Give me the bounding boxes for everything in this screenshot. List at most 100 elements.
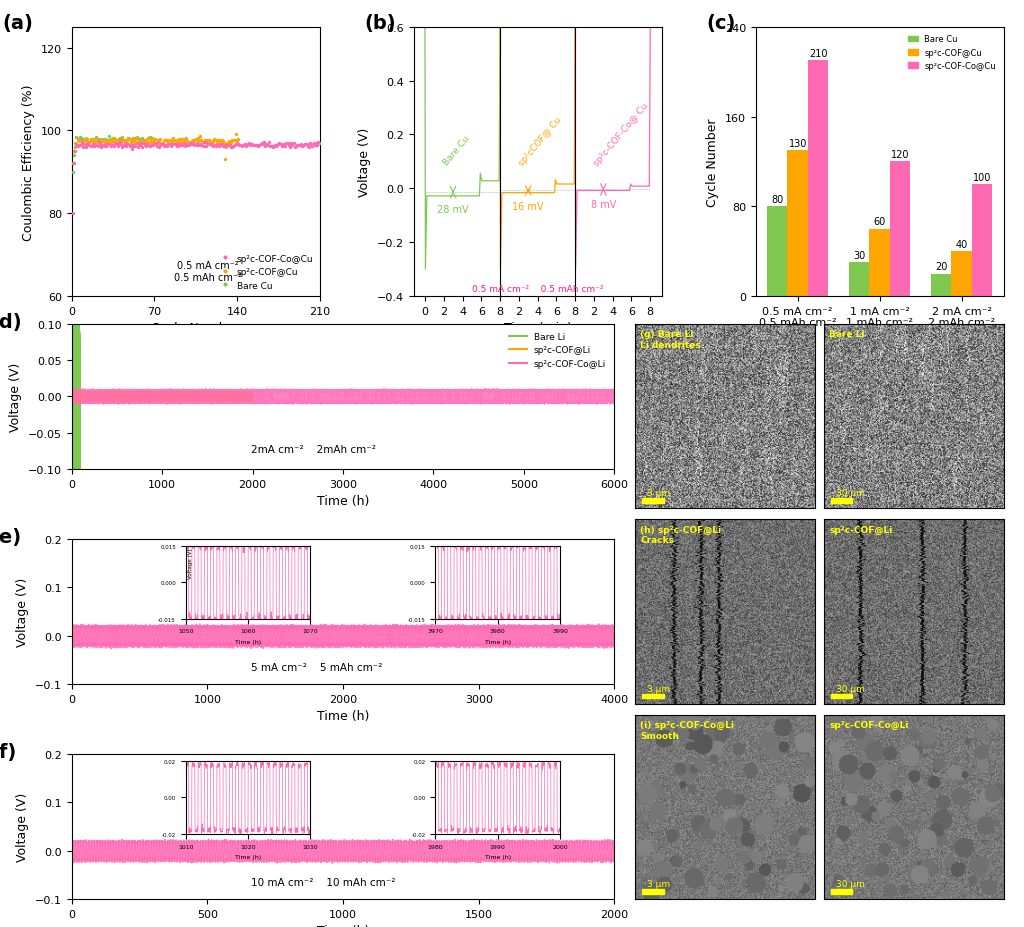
- Point: [126, 138, 142, 153]
- Point: [79, 135, 95, 150]
- Point: [163, 139, 179, 154]
- Point: [86, 134, 102, 149]
- Point: [86, 139, 102, 154]
- Point: [282, 140, 298, 155]
- Text: (f): (f): [0, 743, 16, 761]
- Point: [72, 131, 88, 146]
- Point: [281, 139, 297, 154]
- Point: [124, 142, 140, 157]
- Point: [280, 137, 296, 152]
- Point: [201, 133, 217, 148]
- Point: [136, 136, 153, 151]
- Point: [100, 133, 117, 148]
- Point: [119, 138, 135, 153]
- Point: [111, 137, 127, 152]
- Point: [134, 140, 151, 155]
- Point: [123, 136, 139, 151]
- Point: [76, 132, 92, 146]
- Point: [254, 136, 270, 151]
- Point: [140, 132, 157, 146]
- Point: [109, 136, 125, 151]
- Point: [233, 139, 250, 154]
- Text: 0.5 mA cm⁻²
0.5 mAh cm⁻²: 0.5 mA cm⁻² 0.5 mAh cm⁻²: [174, 260, 242, 283]
- Point: [133, 135, 150, 150]
- X-axis label: Cycle Number: Cycle Number: [152, 322, 240, 335]
- Text: 30 μm: 30 μm: [837, 489, 865, 498]
- Text: sp²c-COF-Co@ Cu: sp²c-COF-Co@ Cu: [592, 101, 650, 168]
- Point: [72, 139, 88, 154]
- Point: [78, 133, 94, 148]
- Point: [213, 133, 229, 148]
- Point: [81, 135, 97, 150]
- Point: [159, 139, 175, 154]
- Point: [82, 133, 98, 147]
- Point: [205, 134, 221, 149]
- Point: [257, 139, 273, 154]
- Point: [169, 133, 185, 148]
- Point: [140, 132, 157, 146]
- Text: 3 μm: 3 μm: [647, 684, 671, 692]
- Point: [291, 139, 307, 154]
- Point: [179, 138, 196, 153]
- Y-axis label: Voltage (V): Voltage (V): [16, 578, 30, 646]
- Point: [105, 139, 122, 154]
- Point: [124, 133, 140, 147]
- Point: [139, 135, 156, 150]
- Point: [294, 140, 310, 155]
- Bar: [767, 207, 787, 297]
- Point: [147, 133, 164, 147]
- Point: [88, 131, 104, 146]
- Point: [82, 133, 98, 148]
- Point: [108, 133, 124, 147]
- Point: [80, 136, 96, 151]
- Point: [220, 134, 237, 149]
- Point: [211, 139, 227, 154]
- Point: [105, 131, 122, 146]
- Point: [136, 138, 153, 153]
- Point: [243, 138, 259, 153]
- Text: 3 μm: 3 μm: [647, 879, 671, 888]
- Point: [148, 137, 165, 152]
- Point: [71, 138, 87, 153]
- Point: [271, 136, 288, 151]
- Point: [146, 134, 163, 149]
- Point: [223, 135, 240, 150]
- Point: [218, 140, 234, 155]
- Point: [200, 133, 216, 147]
- Point: [269, 138, 286, 153]
- Point: [208, 139, 224, 154]
- Point: [71, 133, 87, 148]
- Point: [93, 133, 110, 148]
- Point: [240, 137, 256, 152]
- Point: [211, 133, 227, 148]
- Point: [289, 138, 305, 153]
- Point: [116, 134, 132, 149]
- Point: [177, 139, 194, 154]
- Point: [288, 139, 304, 154]
- Point: [127, 140, 143, 155]
- Point: [121, 139, 137, 154]
- Point: [110, 140, 126, 155]
- Point: [112, 132, 128, 146]
- Point: [249, 138, 265, 153]
- Point: [104, 139, 121, 154]
- Point: [116, 139, 132, 154]
- Legend: Bare Cu, sp²c-COF@Cu, sp²c-COF-Co@Cu: Bare Cu, sp²c-COF@Cu, sp²c-COF-Co@Cu: [904, 32, 999, 74]
- Point: [167, 137, 183, 152]
- Point: [224, 133, 241, 148]
- Point: [85, 133, 101, 147]
- Point: [99, 138, 116, 153]
- Point: [117, 135, 133, 150]
- Point: [145, 133, 162, 147]
- Point: [102, 135, 119, 150]
- Point: [165, 131, 181, 146]
- Point: [189, 138, 206, 153]
- Point: [141, 135, 158, 150]
- Point: [148, 140, 165, 155]
- Point: [93, 141, 110, 156]
- Point: [283, 136, 299, 151]
- Bar: [642, 499, 664, 503]
- Point: [301, 140, 317, 155]
- Point: [131, 134, 147, 149]
- Point: [76, 141, 92, 156]
